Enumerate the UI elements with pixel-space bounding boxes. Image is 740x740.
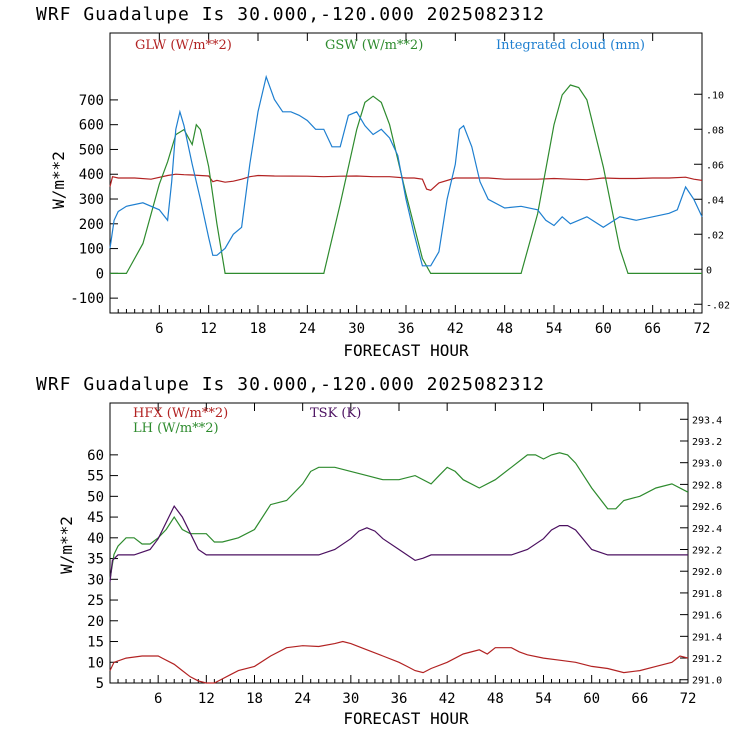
bot-xtick-label: 6: [154, 691, 162, 707]
bot-rtick-label: 292.6: [692, 502, 722, 513]
top-series-0: [109, 173, 703, 191]
chart-bottom-xlabel: FORECAST HOUR: [343, 709, 469, 728]
chart-bottom-title: WRF Guadalupe Is 30.000,-120.000 2025082…: [36, 374, 545, 395]
chart-top-xlabel: FORECAST HOUR: [343, 341, 469, 360]
bot-rtick-label: 292.4: [692, 524, 722, 535]
bot-ytick-label: 45: [87, 510, 104, 526]
chart-bottom-frame: [109, 402, 689, 684]
bot-ytick-label: 50: [87, 489, 104, 505]
chart-top-legend-cloud: Integrated cloud (mm): [496, 38, 645, 53]
top-rtick-label: 0: [706, 265, 712, 276]
bot-ytick-label: 20: [87, 614, 104, 630]
chart-bottom: WRF Guadalupe Is 30.000,-120.000 2025082…: [36, 374, 722, 728]
bot-xtick-label: 36: [391, 691, 408, 707]
bot-xtick-label: 30: [342, 691, 359, 707]
top-rtick-label: .10: [706, 90, 724, 101]
bot-ytick-label: 30: [87, 572, 104, 588]
bot-rtick-label: 291.4: [692, 632, 722, 643]
chart-top-ylabel: W/m**2: [49, 151, 68, 209]
chart-top-marks: 6 12 18 24 30 36 42 48 54 60 66 72 -100 0 100 200 300 400…: [70, 33, 730, 337]
bot-ytick-label: 55: [87, 469, 104, 485]
bot-ytick-label: 15: [87, 635, 104, 651]
top-rtick-label: .06: [706, 160, 724, 171]
top-xtick-label: 6: [155, 321, 163, 337]
top-ytick-label: 700: [79, 93, 104, 109]
top-series-2: [109, 74, 703, 267]
chart-bottom-ylabel: W/m**2: [57, 516, 76, 574]
top-series-1: [110, 84, 702, 274]
top-rtick-label: .04: [706, 195, 724, 206]
bot-xtick-label: 72: [680, 691, 697, 707]
chart-top-title: WRF Guadalupe Is 30.000,-120.000 2025082…: [36, 4, 545, 25]
bot-xtick-label: 54: [535, 691, 552, 707]
top-ytick-label: 400: [79, 167, 104, 183]
bot-ytick-label: 10: [87, 655, 104, 671]
top-ytick-label: 600: [79, 118, 104, 134]
chart-top-legend-glw: GLW (W/m**2): [135, 38, 232, 53]
top-xtick-label: 36: [398, 321, 415, 337]
bot-series-0: [109, 640, 689, 684]
top-ytick-label: 100: [79, 242, 104, 258]
top-xtick-label: 24: [299, 321, 316, 337]
chart-top-legend-gsw: GSW (W/m**2): [325, 38, 423, 53]
bot-xtick-label: 66: [631, 691, 648, 707]
chart-top: WRF Guadalupe Is 30.000,-120.000 2025082…: [36, 4, 730, 360]
top-xtick-label: 54: [546, 321, 563, 337]
top-rtick-label: .08: [706, 125, 724, 136]
chart-bottom-marks: 6 12 18 24 30 36 42 48 54 60 66 72 5 10 15 20 25 30 35 40 45…: [87, 403, 722, 707]
bot-rtick-label: 292.2: [692, 546, 722, 557]
top-ytick-label: 0: [96, 266, 104, 282]
bot-rtick-label: 291.6: [692, 611, 722, 622]
bot-rtick-label: 291.8: [692, 589, 722, 600]
chart-top-frame: [109, 32, 703, 314]
bot-rtick-label: 293.4: [692, 415, 722, 426]
bot-series-1: [109, 452, 689, 580]
top-rtick-label: -.02: [706, 300, 730, 311]
bot-xtick-label: 24: [294, 691, 311, 707]
top-ytick-label: -100: [70, 291, 104, 307]
chart-bottom-legend-tsk: TSK (K): [310, 406, 361, 421]
bot-rtick-label: 291.0: [692, 676, 722, 687]
bot-xtick-label: 60: [583, 691, 600, 707]
top-xtick-label: 18: [250, 321, 267, 337]
bot-rtick-label: 293.0: [692, 459, 722, 470]
bot-xtick-label: 12: [198, 691, 215, 707]
bot-ytick-label: 5: [96, 676, 104, 692]
bot-ytick-label: 60: [87, 448, 104, 464]
top-xtick-label: 60: [595, 321, 612, 337]
bot-rtick-label: 293.2: [692, 437, 722, 448]
bot-ytick-label: 25: [87, 593, 104, 609]
top-xtick-label: 48: [496, 321, 513, 337]
bot-xtick-label: 42: [439, 691, 456, 707]
bot-xtick-label: 48: [487, 691, 504, 707]
chart-bottom-legend-hfx: HFX (W/m**2): [133, 406, 228, 421]
top-xtick-label: 42: [447, 321, 464, 337]
bot-xtick-label: 18: [246, 691, 263, 707]
top-xtick-label: 12: [200, 321, 217, 337]
top-ytick-label: 500: [79, 142, 104, 158]
top-xtick-label: 30: [348, 321, 365, 337]
bot-ytick-label: 35: [87, 552, 104, 568]
bot-ytick-label: 40: [87, 531, 104, 547]
top-xtick-label: 66: [644, 321, 661, 337]
chart-bottom-legend-lh: LH (W/m**2): [133, 421, 219, 436]
top-ytick-label: 300: [79, 192, 104, 208]
top-ytick-label: 200: [79, 217, 104, 233]
top-rtick-label: .02: [706, 230, 724, 241]
bot-rtick-label: 292.0: [692, 567, 722, 578]
bot-rtick-label: 292.8: [692, 480, 722, 491]
bot-rtick-label: 291.2: [692, 654, 722, 665]
top-xtick-label: 72: [694, 321, 711, 337]
bot-series-2: [109, 504, 688, 583]
